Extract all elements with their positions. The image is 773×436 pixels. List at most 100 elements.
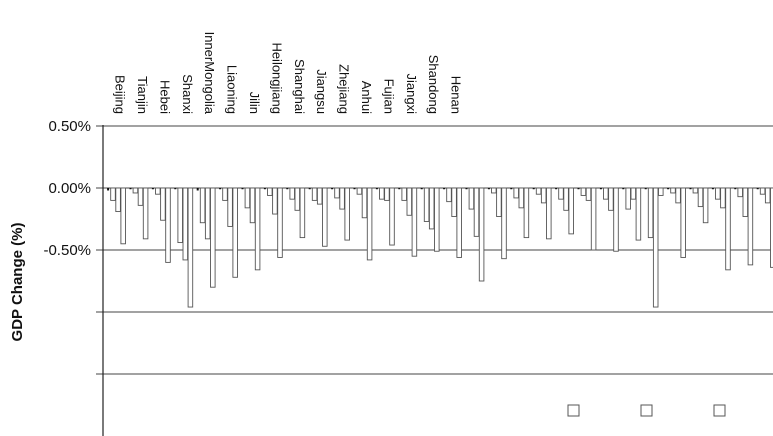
bar xyxy=(599,188,602,190)
bar xyxy=(535,187,542,195)
bar xyxy=(451,187,457,217)
bar xyxy=(120,187,126,245)
bar xyxy=(465,188,468,190)
bar xyxy=(580,187,587,196)
bar xyxy=(558,187,564,200)
y-tick-label: 0.00% xyxy=(48,180,91,197)
bar xyxy=(625,187,631,210)
bar xyxy=(356,187,363,195)
bar xyxy=(411,187,418,257)
category-label: Jiangxi xyxy=(404,74,419,115)
bar xyxy=(308,188,311,190)
legend-swatch xyxy=(567,404,580,417)
bar xyxy=(563,187,569,211)
bar xyxy=(289,187,295,200)
category-label: Zhejiang xyxy=(337,64,352,114)
bar xyxy=(630,187,637,200)
bar xyxy=(764,187,771,204)
bar xyxy=(204,187,211,240)
bar xyxy=(115,187,121,213)
bar xyxy=(311,187,318,201)
category-label: Shandong xyxy=(426,55,441,114)
bar xyxy=(670,187,676,194)
bars xyxy=(107,187,773,308)
bar xyxy=(518,187,525,209)
bar xyxy=(107,188,110,191)
bar xyxy=(316,187,323,205)
bar xyxy=(196,188,199,191)
legend-swatch xyxy=(640,404,653,417)
bar xyxy=(174,188,177,190)
bar xyxy=(468,187,475,210)
bar xyxy=(443,188,446,190)
bar xyxy=(577,188,580,190)
bar xyxy=(608,187,614,211)
bar xyxy=(132,187,139,194)
category-label: Heilongjiang xyxy=(269,42,284,114)
bar xyxy=(478,187,485,282)
bar xyxy=(711,188,714,190)
bar xyxy=(187,187,194,308)
bar xyxy=(137,187,144,206)
category-label: Anhui xyxy=(359,81,374,114)
bar xyxy=(339,187,345,210)
bar xyxy=(540,187,547,204)
bar xyxy=(219,188,222,190)
bar xyxy=(658,187,664,196)
bar xyxy=(244,187,251,209)
category-label: Fujian xyxy=(381,79,396,114)
bar xyxy=(277,187,283,258)
category-label: Hebei xyxy=(157,80,172,114)
bar xyxy=(689,188,692,190)
bar xyxy=(151,188,154,190)
bar xyxy=(263,188,266,190)
bar xyxy=(715,187,721,200)
bar xyxy=(286,188,289,190)
bar xyxy=(272,187,278,215)
bar xyxy=(406,187,413,216)
bar xyxy=(473,187,480,237)
bar xyxy=(652,187,659,308)
bar xyxy=(420,188,423,190)
category-label: Tianjin xyxy=(135,76,150,114)
bar xyxy=(644,188,647,190)
bar xyxy=(267,187,273,196)
legend-swatch xyxy=(713,404,726,417)
category-label: Jilin xyxy=(247,92,262,114)
y-tick-label: 0.50% xyxy=(48,118,91,135)
bar xyxy=(635,187,642,241)
bar xyxy=(513,187,519,199)
bar xyxy=(759,187,766,195)
category-label: Jiangsu xyxy=(314,69,329,114)
category-label: InnerMongolia xyxy=(202,32,217,115)
y-axis-title: GDP Change (%) xyxy=(9,223,26,342)
bar xyxy=(523,187,530,239)
bar xyxy=(160,187,166,221)
bar xyxy=(487,188,490,190)
bar xyxy=(702,187,709,224)
bar xyxy=(142,187,149,240)
bar xyxy=(680,187,686,258)
bar xyxy=(734,188,737,190)
bar xyxy=(742,187,749,217)
y-tick-label: -0.50% xyxy=(43,242,91,259)
bar xyxy=(379,187,385,200)
bar xyxy=(361,187,368,219)
legend xyxy=(567,404,726,417)
bar xyxy=(446,187,452,203)
bar xyxy=(110,187,116,201)
category-label: Henan xyxy=(449,76,464,114)
bar xyxy=(401,187,407,201)
bar xyxy=(222,187,228,201)
bar xyxy=(241,188,244,190)
bar xyxy=(322,187,328,247)
bar xyxy=(334,187,340,199)
bar xyxy=(510,188,513,190)
bar xyxy=(199,187,206,224)
bar xyxy=(647,187,654,239)
bar xyxy=(165,187,171,263)
bar xyxy=(353,188,356,190)
bar xyxy=(423,187,430,222)
bar xyxy=(299,187,306,239)
